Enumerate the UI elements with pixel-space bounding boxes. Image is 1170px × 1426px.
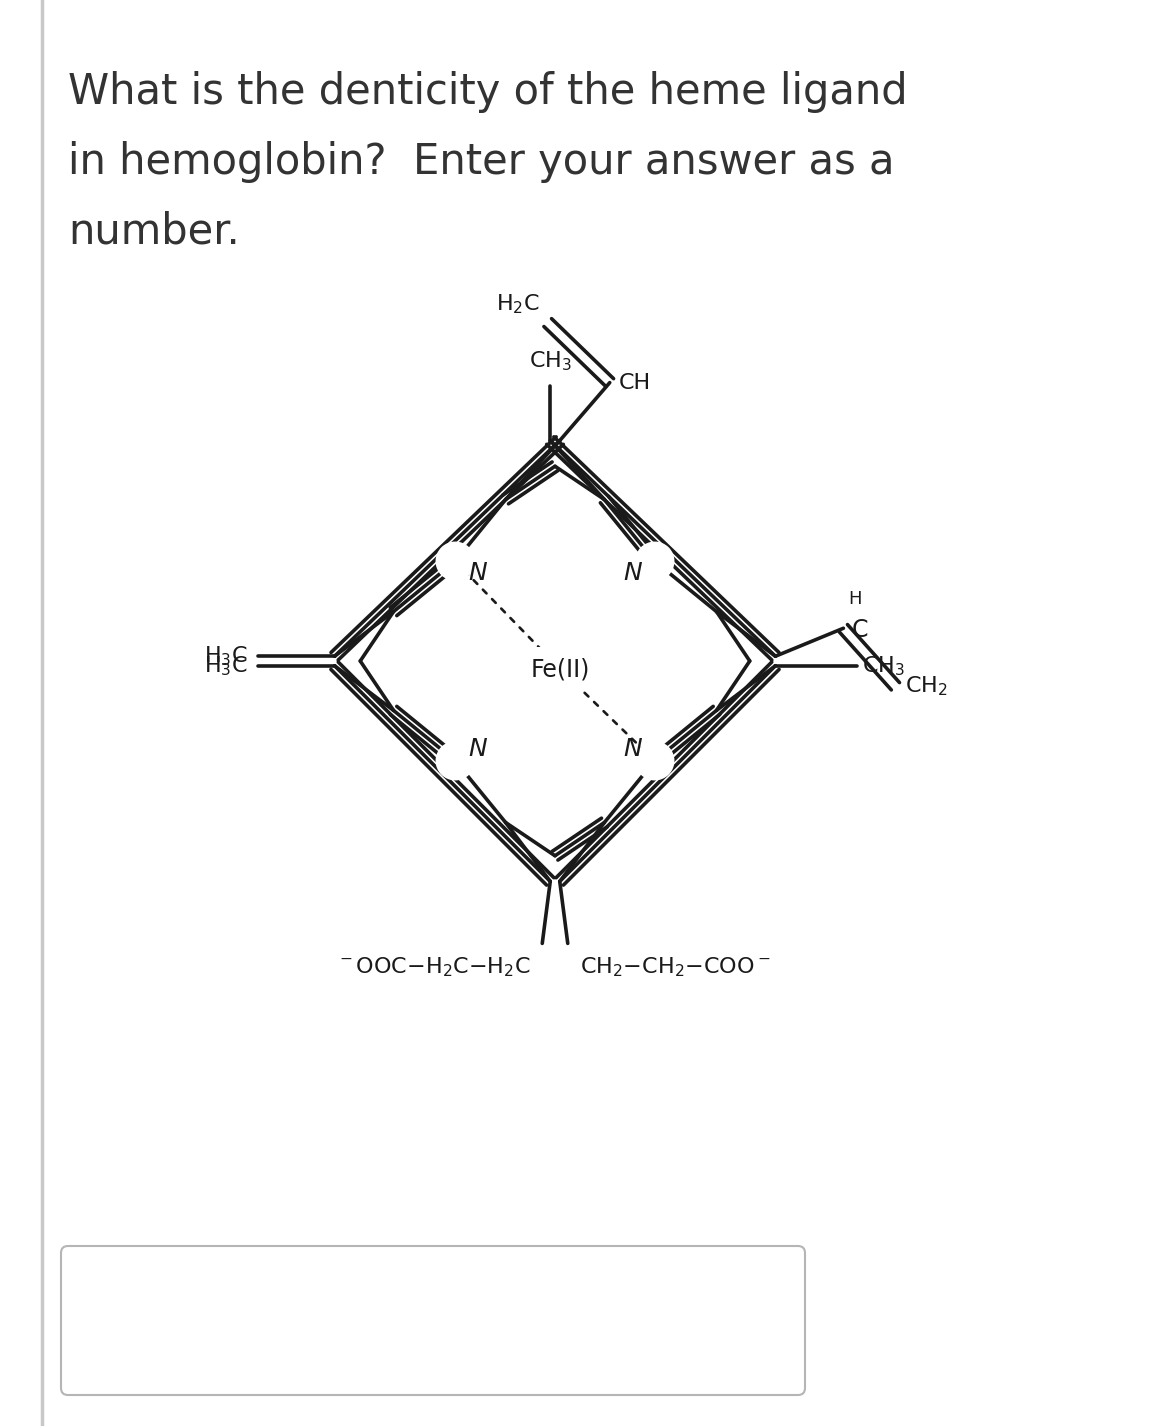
Text: N: N — [624, 737, 642, 760]
Circle shape — [436, 542, 474, 580]
FancyBboxPatch shape — [61, 1246, 805, 1395]
Text: CH$_3$: CH$_3$ — [529, 349, 572, 372]
Text: C: C — [852, 619, 868, 642]
Text: CH$_3$: CH$_3$ — [862, 655, 906, 677]
Text: CH: CH — [619, 372, 651, 392]
Text: H$_2$C: H$_2$C — [496, 292, 539, 315]
Text: N: N — [624, 562, 642, 585]
Text: $^-$OOC$-$H$_2$C$-$H$_2$C: $^-$OOC$-$H$_2$C$-$H$_2$C — [336, 955, 530, 980]
Circle shape — [635, 542, 674, 580]
Text: H$_3$C: H$_3$C — [204, 645, 248, 667]
Text: in hemoglobin?  Enter your answer as a: in hemoglobin? Enter your answer as a — [68, 141, 895, 183]
Circle shape — [436, 742, 474, 780]
FancyBboxPatch shape — [508, 647, 613, 692]
Text: N: N — [468, 737, 487, 760]
Text: CH$_2$: CH$_2$ — [906, 674, 948, 699]
Text: Fe(II): Fe(II) — [530, 657, 590, 682]
Text: What is the denticity of the heme ligand: What is the denticity of the heme ligand — [68, 71, 908, 113]
Text: N: N — [468, 562, 487, 585]
Text: H$_3$C: H$_3$C — [204, 655, 248, 677]
Text: CH$_2$$-$CH$_2$$-$COO$^-$: CH$_2$$-$CH$_2$$-$COO$^-$ — [580, 955, 770, 980]
Text: number.: number. — [68, 211, 240, 252]
Circle shape — [635, 742, 674, 780]
Text: H: H — [848, 590, 862, 609]
